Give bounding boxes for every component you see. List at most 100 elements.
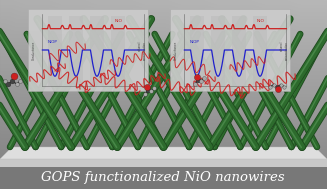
Bar <box>0 165 327 166</box>
Polygon shape <box>232 15 246 86</box>
Bar <box>0 49 327 50</box>
Bar <box>0 136 327 137</box>
Bar <box>0 178 327 179</box>
Bar <box>0 64 327 65</box>
Bar <box>0 175 327 176</box>
Polygon shape <box>69 15 83 86</box>
Polygon shape <box>28 9 148 91</box>
Bar <box>0 179 327 180</box>
Bar <box>0 88 327 89</box>
Bar <box>0 72 327 73</box>
Bar <box>0 42 327 43</box>
Bar <box>0 171 327 172</box>
Bar <box>0 54 327 55</box>
Bar <box>0 6 327 7</box>
Bar <box>0 70 327 71</box>
Bar <box>0 92 327 93</box>
Bar <box>0 41 327 42</box>
Bar <box>0 31 327 32</box>
Bar <box>0 89 327 90</box>
Polygon shape <box>253 15 267 86</box>
Bar <box>0 143 327 144</box>
Bar <box>0 56 327 57</box>
Bar <box>0 159 327 160</box>
Bar <box>0 30 327 31</box>
Bar <box>0 113 327 114</box>
Bar <box>0 128 327 129</box>
Bar <box>0 75 327 76</box>
Bar <box>0 1 327 2</box>
Bar <box>0 114 327 115</box>
Bar <box>0 130 327 131</box>
Bar <box>0 100 327 101</box>
Polygon shape <box>190 15 204 86</box>
Bar <box>0 26 327 27</box>
Bar <box>0 4 327 5</box>
Bar <box>0 11 327 12</box>
Bar <box>0 37 327 38</box>
Bar <box>0 185 327 186</box>
Bar <box>0 146 327 147</box>
Bar <box>0 82 327 83</box>
Text: Conductance: Conductance <box>32 40 36 60</box>
Bar <box>0 61 327 62</box>
Text: NiO: NiO <box>114 19 122 23</box>
Bar <box>0 137 327 138</box>
Bar <box>0 163 327 164</box>
Bar <box>0 94 327 95</box>
Bar <box>0 33 327 34</box>
Bar <box>0 138 327 139</box>
Polygon shape <box>211 15 225 86</box>
Bar <box>0 23 327 24</box>
Bar <box>0 9 327 10</box>
Bar <box>0 62 327 63</box>
Bar <box>0 45 327 46</box>
Bar <box>0 109 327 110</box>
Bar <box>0 79 327 80</box>
Bar <box>0 132 327 133</box>
Bar <box>0 182 327 183</box>
Bar <box>0 112 327 113</box>
Bar <box>0 169 327 170</box>
Bar <box>0 118 327 119</box>
Bar <box>0 123 327 124</box>
Bar <box>0 47 327 48</box>
Bar <box>0 149 327 150</box>
Bar <box>0 122 327 123</box>
Bar <box>0 106 327 107</box>
Bar <box>0 141 327 142</box>
Bar <box>0 111 327 112</box>
Bar <box>0 124 327 125</box>
Bar <box>0 40 327 41</box>
Bar <box>0 181 327 182</box>
Bar <box>0 39 327 40</box>
Bar <box>0 68 327 69</box>
Bar <box>0 67 327 68</box>
Bar <box>0 145 327 146</box>
Bar <box>0 115 327 116</box>
Bar <box>0 158 327 159</box>
Polygon shape <box>0 167 327 189</box>
Bar <box>0 150 327 151</box>
Bar <box>0 77 327 78</box>
Bar <box>0 59 327 60</box>
Polygon shape <box>170 9 290 91</box>
Bar <box>0 97 327 98</box>
Bar <box>0 76 327 77</box>
Bar <box>0 187 327 188</box>
Bar <box>0 17 327 18</box>
Text: NiOP: NiOP <box>189 40 199 44</box>
Bar <box>0 174 327 175</box>
Bar <box>0 81 327 82</box>
Bar <box>0 164 327 165</box>
Bar <box>0 71 327 72</box>
Bar <box>0 74 327 75</box>
Bar <box>0 142 327 143</box>
Bar <box>0 60 327 61</box>
Polygon shape <box>0 147 327 159</box>
Bar <box>0 172 327 173</box>
Bar <box>0 7 327 8</box>
Bar <box>0 34 327 35</box>
Bar <box>0 85 327 86</box>
Bar <box>0 3 327 4</box>
